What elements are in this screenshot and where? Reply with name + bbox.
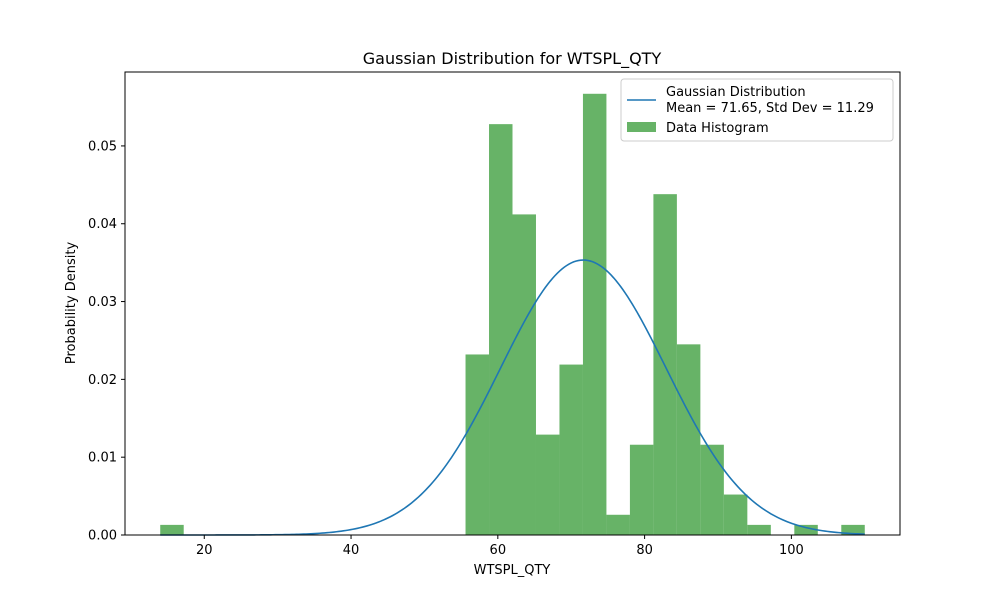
x-axis-label: WTSPL_QTY (474, 563, 551, 578)
histogram-bar (606, 514, 630, 535)
legend-box (620, 78, 894, 142)
histogram-bar (841, 524, 865, 535)
histogram-bar (700, 444, 724, 535)
legend: Gaussian Distribution Mean = 71.65, Std … (620, 78, 894, 142)
x-tick-label: 20 (196, 543, 213, 558)
x-tick-label: 100 (779, 543, 804, 558)
histogram-bar (465, 354, 490, 535)
axes-frame (124, 71, 901, 536)
legend-histogram-swatch (627, 122, 656, 132)
histogram-bar (794, 524, 818, 535)
histogram-bars (160, 93, 865, 536)
x-tick-label: 80 (636, 543, 653, 558)
histogram-bar (559, 364, 583, 535)
histogram-bar (489, 124, 513, 535)
y-tick-label: 0.03 (88, 295, 117, 310)
plot-area (124, 71, 901, 536)
x-tick-label: 60 (490, 543, 507, 558)
histogram-bar (723, 494, 748, 535)
histogram-bar (535, 434, 560, 535)
y-tick-label: 0.04 (88, 217, 117, 232)
histogram-bar (512, 214, 536, 535)
y-axis-ticks: 0.00 0.01 0.02 0.03 0.04 0.05 (88, 139, 125, 544)
histogram-bar (160, 524, 184, 535)
y-tick-label: 0.00 (88, 529, 117, 544)
chart-title: Gaussian Distribution for WTSPL_QTY (363, 49, 662, 69)
y-tick-label: 0.05 (88, 139, 117, 154)
legend-gaussian-label: Gaussian Distribution (666, 85, 806, 100)
y-tick-label: 0.02 (88, 373, 117, 388)
histogram-bar (629, 444, 654, 535)
histogram-bar (676, 344, 701, 535)
x-axis-ticks: 20 40 60 80 100 (196, 535, 804, 558)
legend-histogram-label: Data Histogram (666, 121, 769, 136)
y-axis-label: Probability Density (64, 242, 79, 365)
histogram-bar (747, 524, 771, 535)
x-tick-label: 40 (343, 543, 360, 558)
histogram-bar (582, 93, 607, 535)
y-tick-label: 0.01 (88, 451, 117, 466)
legend-gaussian-stats: Mean = 71.65, Std Dev = 11.29 (666, 101, 874, 116)
